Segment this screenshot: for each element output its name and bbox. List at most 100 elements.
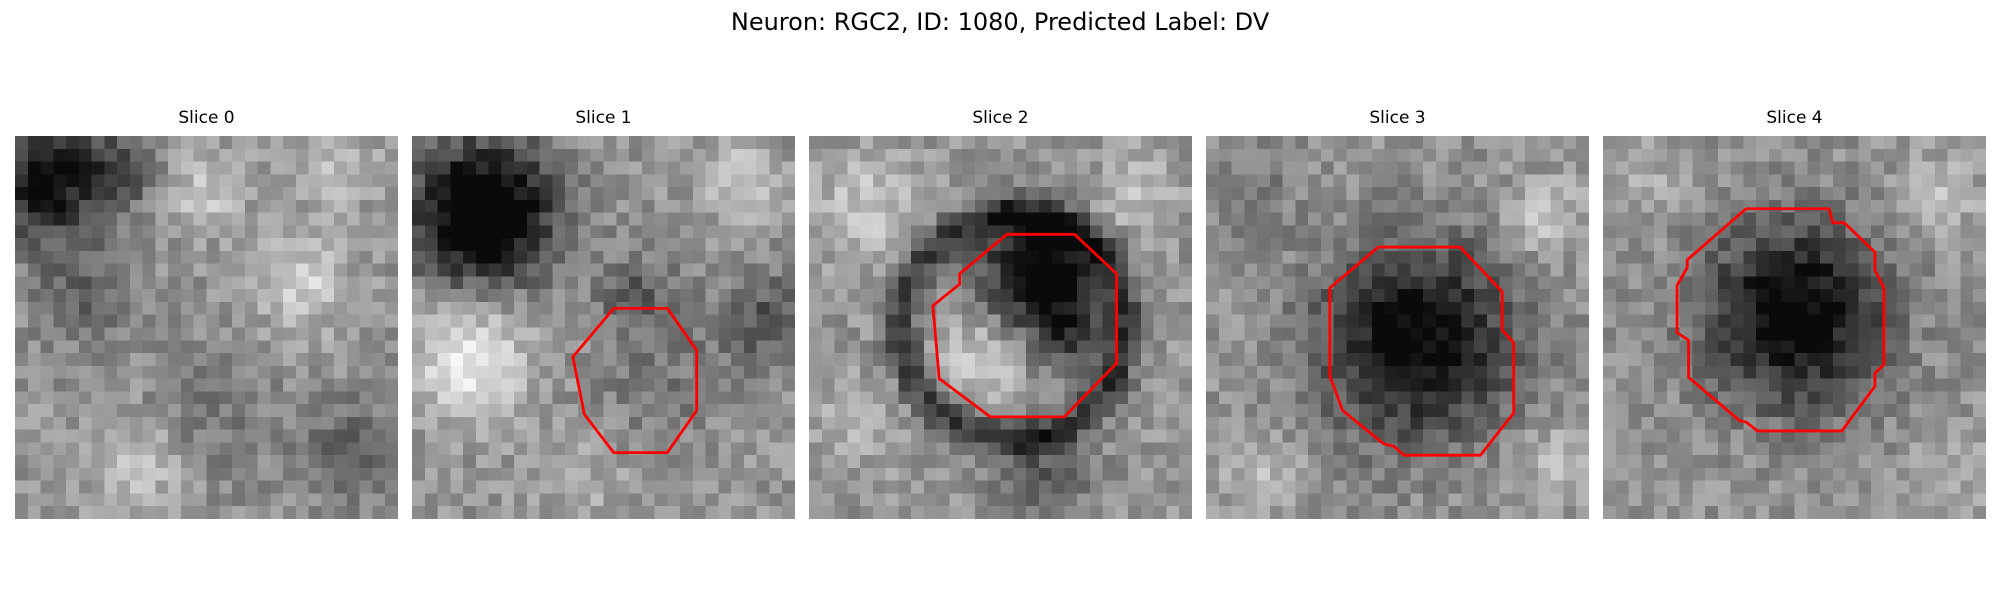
image-pixel	[872, 161, 886, 175]
image-pixel	[603, 391, 617, 405]
image-pixel	[539, 353, 553, 367]
image-pixel	[1883, 174, 1897, 188]
image-pixel	[270, 493, 284, 507]
image-pixel	[385, 301, 398, 315]
image-pixel	[1705, 212, 1719, 226]
image-pixel	[1333, 429, 1347, 443]
image-pixel	[667, 353, 681, 367]
image-pixel	[1051, 340, 1065, 354]
image-pixel	[718, 493, 732, 507]
image-pixel	[1346, 314, 1360, 328]
image-pixel	[219, 416, 233, 430]
image-pixel	[1038, 353, 1052, 367]
image-pixel	[1410, 480, 1424, 494]
image-pixel	[1781, 467, 1795, 481]
image-pixel	[270, 212, 284, 226]
image-pixel	[91, 480, 105, 494]
image-pixel	[1179, 404, 1192, 418]
image-pixel	[1140, 365, 1154, 379]
image-pixel	[142, 225, 156, 239]
image-pixel	[66, 480, 80, 494]
image-pixel	[437, 353, 451, 367]
image-pixel	[1423, 404, 1437, 418]
image-pixel	[1153, 148, 1167, 162]
image-pixel	[1525, 314, 1539, 328]
image-pixel	[359, 378, 373, 392]
image-pixel	[718, 378, 732, 392]
image-pixel	[1781, 455, 1795, 469]
image-pixel	[1845, 289, 1859, 303]
image-pixel	[962, 314, 976, 328]
image-pixel	[962, 301, 976, 315]
image-pixel	[1218, 148, 1232, 162]
image-pixel	[15, 174, 29, 188]
image-pixel	[168, 416, 182, 430]
image-pixel	[1743, 327, 1757, 341]
image-pixel	[1140, 174, 1154, 188]
image-pixel	[1269, 442, 1283, 456]
image-pixel	[1077, 327, 1091, 341]
image-pixel	[1423, 212, 1437, 226]
image-pixel	[15, 301, 29, 315]
image-pixel	[53, 174, 67, 188]
image-pixel	[66, 442, 80, 456]
image-pixel	[1679, 429, 1693, 443]
image-pixel	[1807, 467, 1821, 481]
image-pixel	[641, 391, 655, 405]
image-pixel	[514, 493, 528, 507]
image-pixel	[705, 442, 719, 456]
image-pixel	[1026, 340, 1040, 354]
image-pixel	[1666, 148, 1680, 162]
image-pixel	[1794, 187, 1808, 201]
image-pixel	[1717, 301, 1731, 315]
image-pixel	[1960, 301, 1974, 315]
image-pixel	[1717, 429, 1731, 443]
image-pixel	[437, 455, 451, 469]
image-pixel	[1756, 199, 1770, 213]
image-pixel	[1563, 353, 1577, 367]
image-pixel	[412, 340, 426, 354]
image-pixel	[1654, 340, 1668, 354]
image-pixel	[603, 199, 617, 213]
image-pixel	[1089, 174, 1103, 188]
image-pixel	[526, 136, 540, 150]
image-pixel	[1077, 378, 1091, 392]
image-pixel	[1883, 455, 1897, 469]
image-pixel	[1666, 263, 1680, 277]
image-pixel	[1218, 289, 1232, 303]
image-pixel	[1244, 263, 1258, 277]
image-pixel	[847, 314, 861, 328]
image-pixel	[385, 276, 398, 290]
image-pixel	[232, 416, 246, 430]
image-pixel	[424, 148, 438, 162]
image-pixel	[155, 429, 169, 443]
image-pixel	[1909, 506, 1923, 519]
image-pixel	[1807, 429, 1821, 443]
image-pixel	[974, 365, 988, 379]
image-pixel	[1269, 391, 1283, 405]
image-pixel	[1410, 174, 1424, 188]
image-pixel	[641, 289, 655, 303]
image-pixel	[590, 429, 604, 443]
image-pixel	[308, 506, 322, 519]
image-pixel	[1641, 136, 1655, 150]
image-pixel	[731, 238, 745, 252]
image-pixel	[860, 429, 874, 443]
image-pixel	[629, 225, 643, 239]
image-pixel	[1525, 493, 1539, 507]
image-pixel	[987, 467, 1001, 481]
image-pixel	[66, 365, 80, 379]
image-pixel	[1448, 455, 1462, 469]
image-pixel	[718, 429, 732, 443]
image-pixel	[1537, 212, 1551, 226]
image-pixel	[359, 506, 373, 519]
image-pixel	[731, 416, 745, 430]
image-pixel	[847, 212, 861, 226]
image-pixel	[782, 238, 795, 252]
image-pixel	[1371, 276, 1385, 290]
image-pixel	[834, 353, 848, 367]
image-pixel	[667, 187, 681, 201]
image-pixel	[1781, 174, 1795, 188]
image-pixel	[78, 493, 92, 507]
image-pixel	[1051, 314, 1065, 328]
